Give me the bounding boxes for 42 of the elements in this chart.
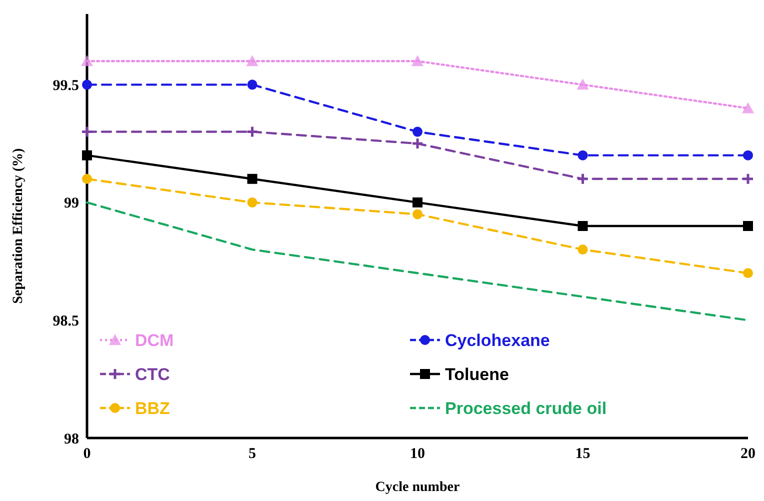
- point: [578, 150, 588, 160]
- point: [412, 197, 422, 208]
- point: [246, 126, 258, 138]
- point: [576, 78, 589, 90]
- point: [247, 80, 258, 90]
- point: [81, 55, 93, 66]
- point: [578, 244, 588, 255]
- point: [743, 150, 753, 160]
- point: [743, 221, 753, 231]
- point: [578, 221, 588, 231]
- y-tick-label: 98: [64, 431, 79, 448]
- legend-label: BBZ: [135, 398, 170, 418]
- point: [82, 150, 92, 160]
- point: [247, 174, 258, 184]
- x-tick-label: 15: [575, 446, 590, 462]
- point: [742, 172, 754, 186]
- y-tick-label: 99: [64, 196, 79, 212]
- point: [412, 209, 422, 220]
- x-axis-title: Cycle number: [375, 480, 460, 495]
- x-tick-label: 0: [83, 446, 91, 462]
- point: [412, 55, 424, 66]
- y-axis-title: Separation Efficiency (%): [11, 148, 26, 304]
- x-tick-label: 20: [740, 446, 756, 462]
- point: [82, 80, 92, 90]
- legend-label: Cyclohexane: [445, 330, 550, 350]
- point: [412, 126, 422, 137]
- x-tick-label: 10: [410, 446, 425, 462]
- legend-label: DCM: [135, 330, 174, 350]
- point: [82, 174, 92, 184]
- point: [576, 172, 589, 186]
- x-tick-label: 5: [248, 446, 256, 462]
- y-tick-label: 99.5: [52, 78, 79, 94]
- point: [742, 102, 754, 114]
- legend-label: CTC: [135, 364, 170, 384]
- point: [246, 55, 258, 66]
- point: [743, 268, 753, 278]
- legend-label: Processed crude oil: [445, 398, 607, 418]
- point: [80, 126, 94, 138]
- point: [411, 137, 424, 150]
- point: [247, 197, 258, 208]
- legend-label: Toluene: [445, 364, 509, 384]
- y-tick-label: 98.5: [52, 313, 79, 330]
